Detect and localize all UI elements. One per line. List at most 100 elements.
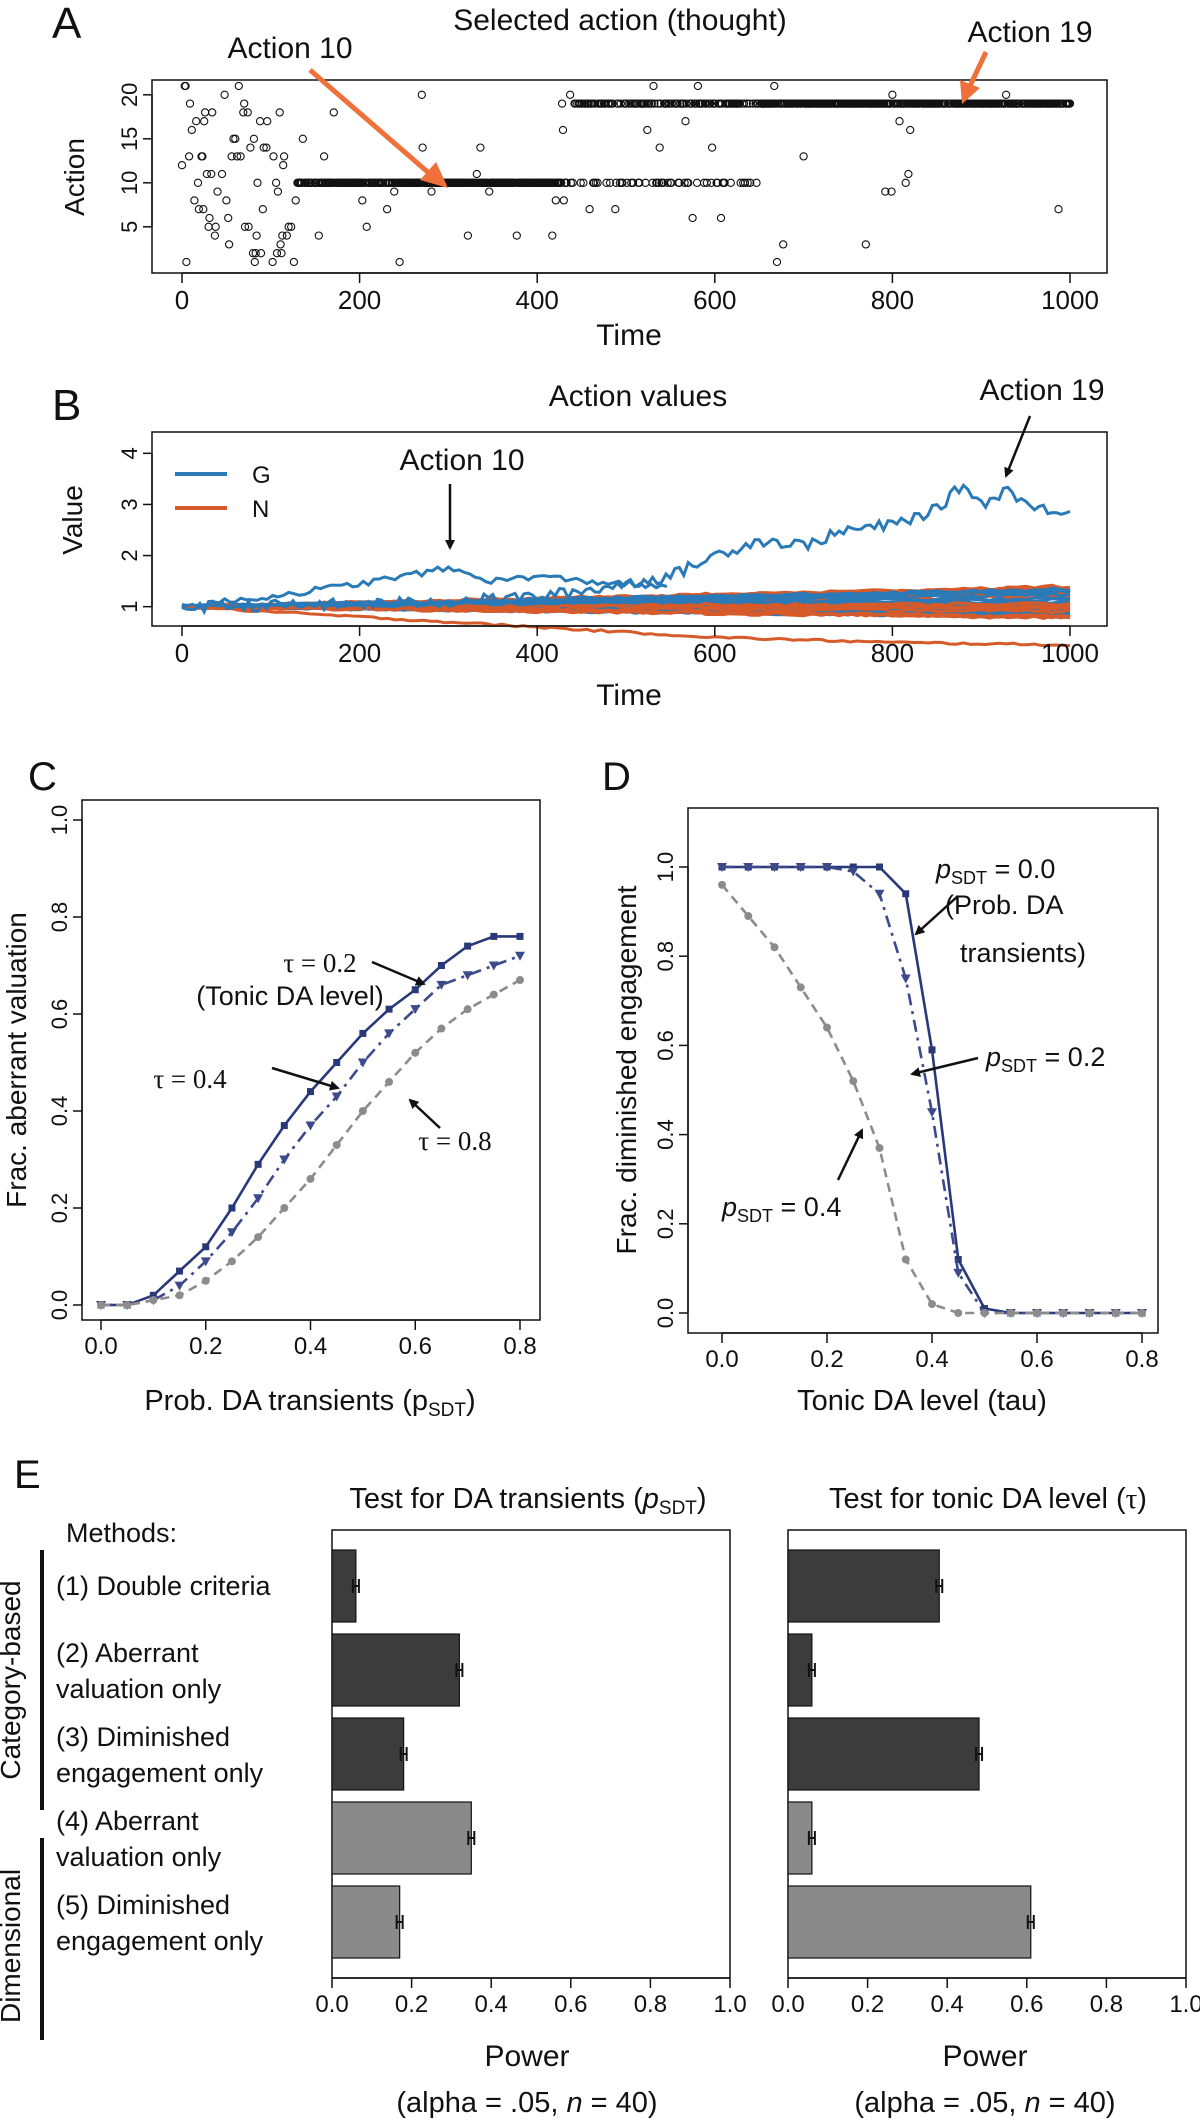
- b-x-tick-label: 1000: [1041, 638, 1099, 668]
- panel-b-x-axis: 0 200 400 600 800 1000: [175, 625, 1099, 668]
- series-marker-2: [928, 1300, 936, 1309]
- action-point: [382, 205, 392, 214]
- action-point: [720, 178, 729, 187]
- a-y-tick-label: 20: [117, 83, 142, 107]
- action-point: [262, 143, 271, 152]
- action-point: [187, 125, 196, 135]
- series-marker-0: [902, 890, 910, 898]
- panel-c-xlabel: Prob. DA transients (pSDT): [144, 1385, 475, 1421]
- series-marker-2: [463, 1005, 472, 1014]
- e-right-bars-x-tick-label: 1.0: [1169, 1991, 1200, 2018]
- action-point: [177, 161, 187, 170]
- panel-a-points: [177, 81, 1075, 267]
- power-bar-3: [331, 1717, 405, 1791]
- a-x-tick-label: 0: [175, 285, 189, 315]
- panel-a-arrow-action19: [960, 50, 989, 104]
- c-y-tick-label: 0.0: [47, 1290, 72, 1321]
- action-point: [227, 152, 236, 161]
- power-bar-2: [331, 1633, 460, 1707]
- action-point: [220, 90, 229, 99]
- action-point: [706, 99, 715, 108]
- panel-b-legend: G N: [175, 462, 271, 523]
- series-marker-1: [900, 974, 911, 984]
- series-marker-2: [954, 1309, 963, 1317]
- action-point: [390, 187, 399, 196]
- panel-letter-d: D: [602, 755, 631, 799]
- action-point: [707, 143, 717, 152]
- panel-d-y-axis: 0.0 0.2 0.4 0.6 0.8 1.0: [653, 852, 689, 1328]
- action-point: [184, 152, 194, 161]
- action-point: [185, 99, 195, 108]
- action-point: [251, 249, 260, 258]
- action-point: [198, 152, 207, 161]
- series-marker-0: [981, 1305, 988, 1313]
- c-y-tick-label: 0.4: [47, 1096, 72, 1127]
- e-right-bars-x-tick-label: 0.2: [851, 1991, 884, 2018]
- action-point: [611, 205, 620, 214]
- panel-letter-b: B: [52, 381, 81, 430]
- a-x-tick-label: 400: [516, 285, 559, 315]
- method-label-5: engagement only: [56, 1926, 264, 1956]
- panel-a-x-axis: 0 200 400 600 800 1000: [175, 272, 1099, 315]
- method-label-4: (4) Aberrant: [56, 1806, 199, 1836]
- series-marker-2: [516, 976, 524, 985]
- action-point: [1054, 205, 1063, 214]
- action-point: [243, 108, 252, 117]
- action-point: [585, 205, 594, 214]
- action-point: [182, 257, 191, 267]
- action-point: [181, 81, 190, 91]
- power-bar-5: [331, 1885, 401, 1959]
- b-x-tick-label: 0: [175, 638, 189, 668]
- series-marker-1: [384, 1029, 395, 1039]
- series-marker-2: [980, 1309, 989, 1317]
- panel-d-ylabel: Frac. diminished engagement: [611, 885, 642, 1254]
- a-y-tick-label: 10: [117, 171, 142, 195]
- c-x-tick-label: 0.6: [399, 1333, 432, 1360]
- b-y-tick-label: 1: [117, 601, 142, 613]
- action-point: [692, 178, 702, 187]
- action-point: [252, 231, 261, 240]
- e-left-x-axis: 0.0 0.2 0.4 0.6 0.8 1.0: [315, 1977, 747, 2018]
- action-point: [358, 196, 367, 205]
- panel-d-lines: [717, 863, 1147, 1318]
- b-x-tick-label: 200: [338, 638, 381, 668]
- action-point: [643, 125, 652, 135]
- panel-d-arrow-p00: [914, 895, 959, 936]
- series-marker-0: [333, 1059, 341, 1066]
- action-point: [770, 81, 779, 91]
- d-y-tick-label: 0.6: [653, 1030, 678, 1061]
- series-marker-0: [149, 1291, 157, 1299]
- action-point: [680, 178, 689, 187]
- series-line-1: [722, 865, 1142, 1315]
- action-point: [190, 196, 199, 205]
- action-point: [277, 249, 286, 258]
- action-point: [200, 117, 209, 126]
- action-point: [861, 240, 870, 249]
- action-point: [688, 213, 697, 223]
- power-bar-1: [787, 1549, 940, 1623]
- panel-d-label-prob: (Prob. DA: [945, 890, 1064, 920]
- panel-a-title: Selected action (thought): [453, 4, 787, 37]
- action-point: [204, 222, 213, 231]
- panel-a-xlabel: Time: [596, 319, 662, 352]
- action-point: [904, 169, 913, 179]
- series-marker-2: [280, 1204, 289, 1212]
- panel-d-arrow-p02: [910, 1056, 979, 1077]
- series-marker-0: [307, 1088, 314, 1096]
- action-point: [427, 187, 436, 196]
- e-right-x-axis: 0.0 0.2 0.4 0.6 0.8 1.0: [771, 1977, 1200, 2018]
- action-point: [702, 178, 711, 187]
- e-left-bars-x-tick-label: 0.2: [395, 1991, 428, 2018]
- action-point: [901, 178, 910, 187]
- series-marker-0: [490, 932, 498, 940]
- power-bar-4: [331, 1801, 472, 1875]
- series-marker-1: [769, 863, 780, 872]
- series-marker-1: [200, 1257, 211, 1267]
- panel-letter-e: E: [14, 1453, 41, 1497]
- g-value-line-action10: [181, 565, 668, 610]
- action-point: [258, 205, 267, 214]
- action-point: [255, 117, 265, 126]
- method-label-4: valuation only: [56, 1842, 222, 1872]
- action-point: [684, 178, 693, 187]
- action-point: [418, 143, 427, 152]
